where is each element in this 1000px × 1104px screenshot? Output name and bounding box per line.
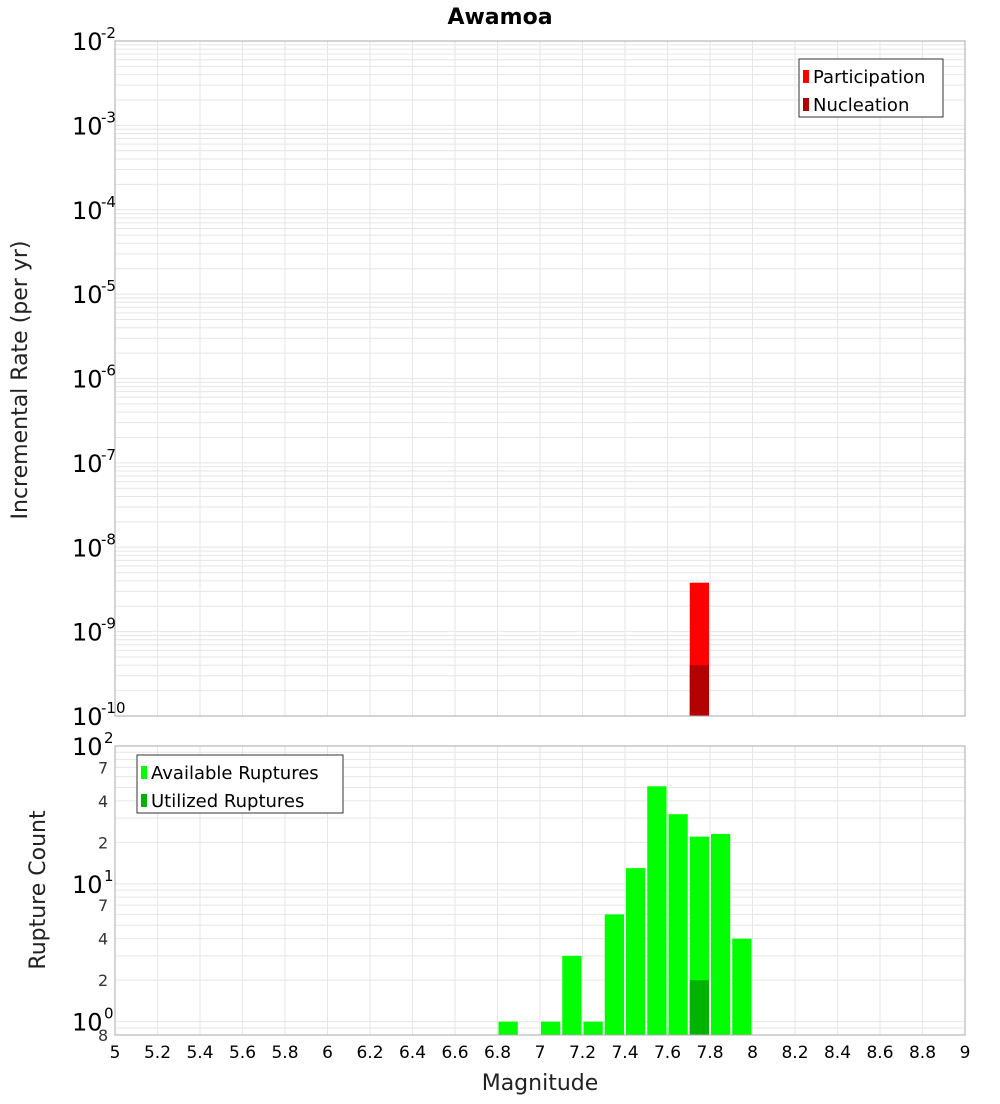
y-minor-tick-label: 8 [98, 1026, 108, 1045]
y-tick-exponent: -9 [101, 615, 116, 633]
y-minor-tick-label: 2 [98, 971, 108, 990]
utilized-bar [689, 980, 709, 1035]
legend-swatch [803, 98, 809, 111]
y-minor-tick-label: 7 [98, 896, 108, 915]
y-tick-exponent: 0 [104, 1005, 114, 1023]
grid-lines [114, 41, 966, 717]
x-tick-label: 8.4 [824, 1043, 851, 1063]
plot-border [114, 745, 966, 1036]
available-bar [498, 1021, 518, 1035]
x-tick-label: 5.6 [229, 1043, 256, 1063]
y-tick-exponent: -10 [101, 699, 126, 717]
x-tick-label: 7 [535, 1043, 546, 1063]
x-tick-label: 7.8 [696, 1043, 723, 1063]
x-tick-label: 7.4 [611, 1043, 638, 1063]
x-tick-label: 6.8 [484, 1043, 511, 1063]
x-tick-label: 6.6 [441, 1043, 468, 1063]
y-tick-labels: 10-210-310-410-510-610-710-810-910-10 [72, 24, 126, 731]
y-minor-tick-label: 4 [98, 792, 108, 811]
count-bars [498, 786, 752, 1035]
y-tick-exponent: -8 [101, 530, 116, 548]
y-tick-exponent: 2 [104, 729, 114, 747]
rate-panel: 10-210-310-410-510-610-710-810-910-10Par… [72, 24, 966, 731]
y-tick-label: 10 [72, 1009, 103, 1037]
y-tick-label: 10 [72, 450, 103, 478]
x-tick-label: 5 [110, 1043, 121, 1063]
nucleation-bar [689, 665, 709, 716]
x-axis-label: Magnitude [482, 1071, 599, 1096]
y-tick-label: 10 [72, 534, 103, 562]
available-bar [583, 1021, 603, 1035]
y-minor-tick-label: 7 [98, 758, 108, 777]
legend-label: Participation [813, 67, 925, 88]
x-tick-label: 8.6 [866, 1043, 893, 1063]
y-tick-exponent: -4 [101, 193, 116, 211]
x-tick-label: 5.2 [144, 1043, 171, 1063]
y-tick-label: 10 [72, 733, 103, 761]
available-bar [668, 814, 688, 1035]
legend-label: Utilized Ruptures [151, 791, 304, 812]
legend-box [798, 58, 944, 118]
y-tick-label: 10 [72, 281, 103, 309]
x-tick-label: 8.2 [781, 1043, 808, 1063]
x-tick-label: 9 [960, 1043, 971, 1063]
legend-swatch [141, 794, 147, 807]
y-tick-label: 10 [72, 366, 103, 394]
top-y-axis-label: Incremental Rate (per yr) [8, 241, 33, 520]
x-tick-label: 5.8 [271, 1043, 298, 1063]
available-bar [711, 833, 731, 1035]
y-tick-exponent: -2 [101, 24, 116, 42]
plot-border [114, 40, 966, 717]
legend-label: Nucleation [813, 95, 909, 116]
legend-swatch [141, 766, 147, 779]
x-tick-label: 7.6 [654, 1043, 681, 1063]
available-bar [562, 955, 582, 1035]
available-bar [732, 938, 752, 1035]
legend-swatch [803, 70, 809, 83]
y-minor-tick-label: 2 [98, 833, 108, 852]
y-tick-label: 10 [72, 112, 103, 140]
y-tick-exponent: -7 [101, 446, 116, 464]
available-bar [604, 914, 624, 1035]
legend-box [136, 754, 344, 814]
x-tick-label: 8.8 [909, 1043, 936, 1063]
y-tick-exponent: 1 [104, 867, 114, 885]
x-tick-label: 6.4 [399, 1043, 426, 1063]
y-tick-exponent: -3 [101, 108, 116, 126]
x-tick-label: 7.2 [569, 1043, 596, 1063]
legend: Available Ruptures Utilized Ruptures [136, 754, 344, 814]
available-bar [541, 1021, 561, 1035]
rate-bars [689, 582, 709, 716]
x-tick-label: 8 [747, 1043, 758, 1063]
legend-label: Available Ruptures [151, 763, 319, 784]
y-tick-label: 10 [72, 197, 103, 225]
available-bar [647, 786, 667, 1035]
y-tick-label: 10 [72, 871, 103, 899]
y-tick-label: 10 [72, 703, 103, 731]
y-minor-tick-label: 4 [98, 930, 108, 949]
bottom-y-axis-label: Rupture Count [26, 810, 51, 970]
y-tick-exponent: -5 [101, 277, 116, 295]
legend: Participation Nucleation [798, 58, 944, 118]
y-tick-label: 10 [72, 28, 103, 56]
y-tick-label: 10 [72, 619, 103, 647]
chart-title: Awamoa [447, 5, 552, 30]
x-tick-label: 6 [322, 1043, 333, 1063]
x-tick-label: 5.4 [186, 1043, 213, 1063]
available-bar [626, 868, 646, 1035]
y-tick-exponent: -6 [101, 362, 116, 380]
x-tick-labels: 5 5.2 5.4 5.6 5.8 6 6.2 6.4 6.6 6.8 7 7.2 7.4 7.6 7.8 8… [110, 1043, 971, 1063]
x-tick-label: 6.2 [356, 1043, 383, 1063]
